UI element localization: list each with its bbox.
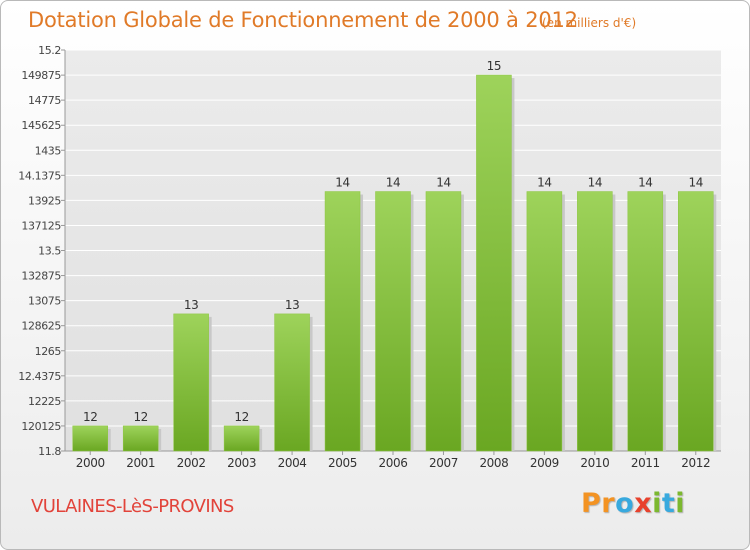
y-tick-label: 120125 <box>21 420 61 433</box>
logo-letter: P <box>581 488 602 519</box>
bar <box>476 74 512 452</box>
data-label: 12 <box>234 410 248 424</box>
data-label: 13 <box>285 298 299 312</box>
y-tick-label: 11.8 <box>38 445 61 458</box>
x-tick-label: 2011 <box>631 456 660 470</box>
proxiti-logo: Proxiti <box>581 488 685 519</box>
y-tick-label: 14.1375 <box>18 169 61 182</box>
bar <box>274 313 310 452</box>
x-tick-label: 2006 <box>379 456 408 470</box>
logo-letter: x <box>634 488 653 519</box>
data-label: 14 <box>588 176 602 190</box>
logo-letter: i <box>675 488 686 519</box>
bar <box>678 191 714 452</box>
x-tick-label: 2002 <box>177 456 206 470</box>
bar <box>425 191 462 452</box>
commune-name: VULAINES-LèS-PROVINS <box>31 496 234 517</box>
logo-letter: o <box>615 488 635 519</box>
y-tick-label: 128625 <box>21 320 61 333</box>
bar <box>72 425 108 452</box>
bar <box>122 425 159 452</box>
y-tick-label: 13925 <box>28 194 61 207</box>
x-tick-label: 2005 <box>328 456 357 470</box>
data-label: 14 <box>689 176 703 190</box>
data-label: 14 <box>386 176 400 190</box>
y-tick-label: 1265 <box>35 345 62 358</box>
y-tick-label: 13.5 <box>38 245 61 258</box>
x-tick-label: 2008 <box>479 456 508 470</box>
y-tick-label: 12225 <box>28 395 61 408</box>
x-tick-label: 2001 <box>126 456 155 470</box>
data-label: 14 <box>537 176 551 190</box>
x-tick-label: 2012 <box>681 456 710 470</box>
x-tick-label: 2000 <box>76 456 105 470</box>
data-label: 14 <box>335 176 349 190</box>
y-tick-label: 145625 <box>21 119 61 132</box>
data-label: 12 <box>83 410 97 424</box>
data-label: 15 <box>487 59 501 73</box>
x-tick-label: 2004 <box>278 456 307 470</box>
bar <box>375 191 411 452</box>
chart-title: Dotation Globale de Fonctionnement de 20… <box>28 8 578 32</box>
logo-letter: t <box>661 488 676 519</box>
bar <box>324 191 361 452</box>
data-label: 13 <box>184 298 198 312</box>
unit-label: (en milliers d'€) <box>542 16 637 30</box>
bar <box>577 191 613 452</box>
x-tick-label: 2003 <box>227 456 256 470</box>
y-tick-label: 1435 <box>35 144 62 157</box>
logo-letter: r <box>601 488 616 519</box>
x-tick-label: 2007 <box>429 456 458 470</box>
y-tick-label: 15.2 <box>38 44 61 57</box>
data-label: 12 <box>133 410 147 424</box>
bar <box>173 313 209 452</box>
y-tick-label: 132875 <box>21 270 61 283</box>
y-tick-label: 13075 <box>28 295 61 308</box>
bar <box>223 425 260 452</box>
y-tick-label: 14775 <box>28 94 61 107</box>
bar <box>526 191 563 452</box>
x-tick-label: 2010 <box>580 456 609 470</box>
x-tick-label: 2009 <box>530 456 559 470</box>
y-tick-label: 12.4375 <box>18 370 61 383</box>
y-tick-label: 149875 <box>21 69 61 82</box>
data-label: 14 <box>638 176 652 190</box>
logo-letter: i <box>652 488 662 519</box>
bar <box>627 191 664 452</box>
y-tick-label: 137125 <box>21 219 61 232</box>
data-label: 14 <box>436 176 450 190</box>
